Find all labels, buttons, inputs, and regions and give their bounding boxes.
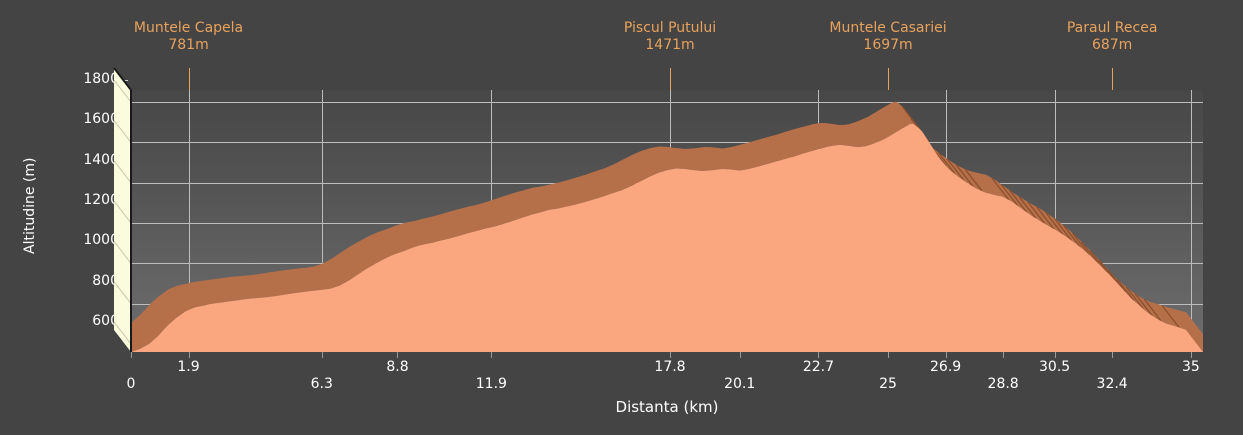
- gridline-horizontal: [131, 142, 1203, 143]
- annotation-marker-line: [888, 68, 889, 101]
- side-panel-gridline: [113, 79, 132, 103]
- side-panel-gridline: [113, 200, 132, 224]
- annotation-elevation: 781m: [168, 37, 209, 53]
- x-tick-label: 32.4: [1096, 376, 1128, 392]
- y-tick-label: 1800: [83, 71, 119, 88]
- y-tick-label: 600: [92, 312, 119, 329]
- x-tick-label: 25: [879, 376, 897, 392]
- area-front-face: [131, 123, 1203, 352]
- annotation-label: Muntele Capela 781m: [79, 20, 299, 54]
- side-panel-gridline: [113, 120, 132, 143]
- x-tick-label: 0: [126, 376, 136, 392]
- x-tick-mark: [322, 352, 323, 358]
- side-panel-gridline: [113, 241, 132, 264]
- y-tick-label: 1200: [83, 192, 119, 208]
- gridline-vertical: [322, 90, 323, 352]
- annotation-elevation: 687m: [1091, 37, 1133, 53]
- x-tick-label: 17.8: [654, 359, 686, 375]
- gridline-horizontal: [131, 102, 1203, 103]
- x-tick-mark: [1112, 352, 1113, 358]
- x-tick-label: 35: [1181, 359, 1200, 375]
- side-panel-face: [114, 68, 131, 352]
- x-tick-mark: [888, 352, 889, 358]
- x-tick-label: 8.8: [386, 359, 409, 375]
- elevation-area-series: [131, 101, 1203, 352]
- annotation-name: Piscul Putului: [623, 20, 717, 36]
- x-tick-mark: [1055, 352, 1056, 358]
- x-axis-title: Distanta (km): [615, 398, 719, 416]
- x-tick-label: 11.9: [475, 376, 507, 392]
- annotation-label: Muntele Casariei 1697m: [778, 20, 998, 54]
- y-tick-label: 1000: [83, 232, 119, 249]
- x-tick-label: 26.9: [930, 359, 962, 375]
- annotation-name: Paraul Recea: [1066, 20, 1158, 36]
- annotation-elevation: 1697m: [863, 37, 913, 53]
- y-tick-label: 800: [92, 272, 119, 289]
- plot-area: [131, 90, 1203, 352]
- x-tick-mark: [1003, 352, 1004, 358]
- x-tick-label: 22.7: [802, 359, 834, 375]
- area-right-end-cap: [1186, 312, 1203, 352]
- x-tick-mark: [946, 352, 947, 358]
- y-axis-top-bevel: [113, 67, 132, 91]
- x-tick-label: 1.9: [177, 359, 200, 375]
- side-panel-gridline: [113, 321, 132, 345]
- side-panel-gridline: [113, 160, 132, 184]
- annotation-name: Muntele Casariei: [829, 20, 947, 36]
- annotation-elevation: 1471m: [645, 37, 695, 53]
- annotation-label: Piscul Putului 1471m: [560, 20, 780, 54]
- x-tick-label: 28.8: [987, 376, 1019, 392]
- x-tick-mark: [491, 352, 492, 358]
- side-panel-gridline: [113, 281, 132, 304]
- x-tick-label: 20.1: [724, 376, 756, 392]
- x-tick-label: 30.5: [1039, 359, 1071, 375]
- x-tick-mark: [670, 352, 671, 358]
- y-tick-label: 1400: [83, 151, 119, 168]
- x-tick-mark: [1191, 352, 1192, 358]
- annotation-name: Muntele Capela: [133, 20, 244, 36]
- x-tick-mark: [131, 352, 132, 358]
- x-tick-mark: [740, 352, 741, 358]
- annotation-label: Paraul Recea 687m: [1002, 20, 1222, 54]
- x-tick-mark: [189, 352, 190, 358]
- y-tick-label: 1600: [83, 111, 119, 128]
- gridline-vertical: [1191, 90, 1192, 352]
- x-tick-mark: [397, 352, 398, 358]
- gridline-vertical: [189, 90, 190, 352]
- x-tick-label: 6.3: [310, 376, 333, 392]
- x-tick-mark: [818, 352, 819, 358]
